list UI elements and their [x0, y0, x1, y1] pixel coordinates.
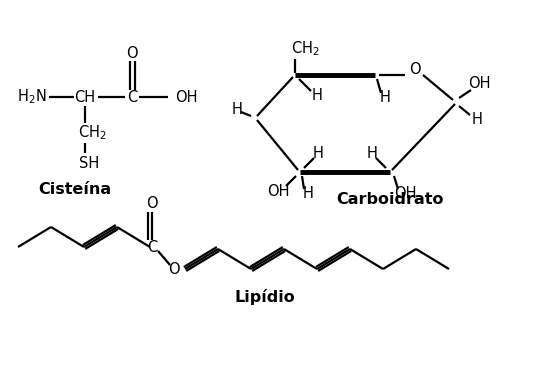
- Text: OH: OH: [267, 185, 289, 200]
- Text: O: O: [409, 62, 421, 76]
- Text: H: H: [380, 90, 391, 104]
- Text: $\mathregular{CH_2}$: $\mathregular{CH_2}$: [77, 124, 107, 142]
- Text: $\mathregular{H_2N}$: $\mathregular{H_2N}$: [17, 88, 47, 106]
- Text: $\mathregular{CH_2}$: $\mathregular{CH_2}$: [291, 40, 320, 59]
- Text: OH: OH: [394, 187, 416, 201]
- Text: C: C: [147, 239, 157, 255]
- Text: SH: SH: [79, 155, 99, 171]
- Text: H: H: [472, 112, 483, 128]
- Text: OH: OH: [468, 76, 490, 92]
- Text: O: O: [168, 261, 180, 277]
- Text: H: H: [231, 103, 243, 117]
- Text: H: H: [313, 147, 323, 162]
- Text: Cisteína: Cisteína: [38, 182, 111, 196]
- Text: CH: CH: [74, 90, 96, 104]
- Text: Carboidrato: Carboidrato: [336, 193, 444, 207]
- Text: H: H: [302, 187, 314, 201]
- Text: C: C: [127, 90, 137, 104]
- Text: OH: OH: [175, 90, 197, 104]
- Text: O: O: [146, 196, 158, 212]
- Text: H: H: [366, 147, 378, 162]
- Text: H: H: [312, 87, 322, 103]
- Text: Lipídio: Lipídio: [235, 289, 295, 305]
- Text: O: O: [126, 46, 138, 60]
